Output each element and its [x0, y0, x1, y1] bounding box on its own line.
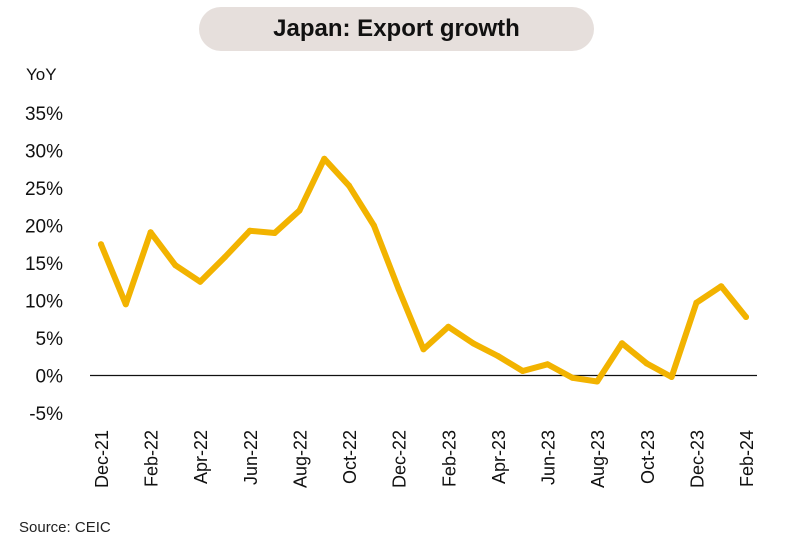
y-tick-label: -5%: [29, 404, 63, 425]
x-tick-label: Oct-23: [638, 430, 658, 484]
x-tick-label: Apr-22: [191, 430, 211, 484]
y-tick-label: 10%: [25, 292, 63, 313]
data-point-Dec-21: [98, 241, 104, 248]
y-tick-label: 5%: [36, 329, 64, 350]
data-point-Aug-22: [296, 207, 303, 214]
data-points: [98, 155, 749, 385]
y-tick-label: 35%: [25, 104, 63, 125]
source-note: Source: CEIC: [19, 519, 111, 536]
data-point-Apr-22: [197, 278, 204, 285]
y-axis-unit-label: YoY: [26, 65, 57, 84]
data-point-Feb-22: [147, 229, 154, 236]
x-tick-label: Aug-23: [588, 430, 608, 488]
data-point-Oct-23: [643, 360, 650, 367]
x-tick-label: Apr-23: [489, 430, 509, 484]
data-point-Jan-23: [420, 346, 427, 353]
x-tick-label: Dec-22: [390, 430, 410, 488]
data-point-Mar-23: [470, 340, 477, 347]
data-point-Nov-22: [370, 222, 377, 229]
x-tick-label: Jun-23: [539, 430, 559, 485]
data-point-Apr-23: [494, 353, 501, 359]
x-tick-label: Feb-22: [142, 430, 162, 487]
x-tick-label: Jun-22: [241, 430, 261, 485]
data-point-Dec-23: [693, 299, 700, 306]
x-tick-label: Oct-22: [340, 430, 360, 484]
data-point-May-22: [222, 254, 229, 260]
data-point-Jul-22: [271, 230, 278, 236]
data-point-Sep-22: [321, 155, 328, 162]
x-tick-label: Feb-23: [439, 430, 459, 487]
data-point-May-23: [519, 368, 526, 374]
y-tick-label: 15%: [25, 254, 63, 275]
y-tick-label: 25%: [25, 179, 63, 200]
data-point-Jun-23: [544, 361, 551, 368]
x-axis-ticks: Dec-21 Feb-22 Apr-22 Jun-22 Aug-22 Oct-22 Dec-…: [92, 430, 757, 488]
data-point-Oct-22: [346, 182, 353, 189]
y-tick-label: 0%: [36, 367, 64, 388]
data-point-Mar-22: [172, 262, 179, 269]
data-point-Dec-22: [395, 286, 402, 293]
chart-title: Japan: Export growth: [199, 7, 594, 51]
data-point-Feb-23: [445, 323, 452, 330]
data-point-Sep-23: [618, 340, 625, 347]
y-tick-label: 20%: [25, 217, 63, 238]
y-axis-ticks: 35% 30% 25% 20% 15% 10% 5% 0% -5%: [25, 104, 63, 425]
x-tick-label: Feb-24: [737, 430, 757, 487]
data-point-Jul-23: [569, 374, 576, 381]
data-point-Jun-22: [246, 227, 253, 234]
data-point-Aug-23: [594, 378, 601, 385]
x-tick-label: Dec-23: [687, 430, 707, 488]
x-tick-label: Aug-22: [290, 430, 310, 488]
data-point-Nov-23: [668, 374, 675, 380]
data-point-Jan-22: [122, 301, 129, 308]
data-point-Jan-24: [718, 283, 725, 290]
x-tick-label: Dec-21: [92, 430, 112, 488]
y-tick-label: 30%: [25, 142, 63, 163]
data-point-Feb-24: [743, 314, 749, 320]
